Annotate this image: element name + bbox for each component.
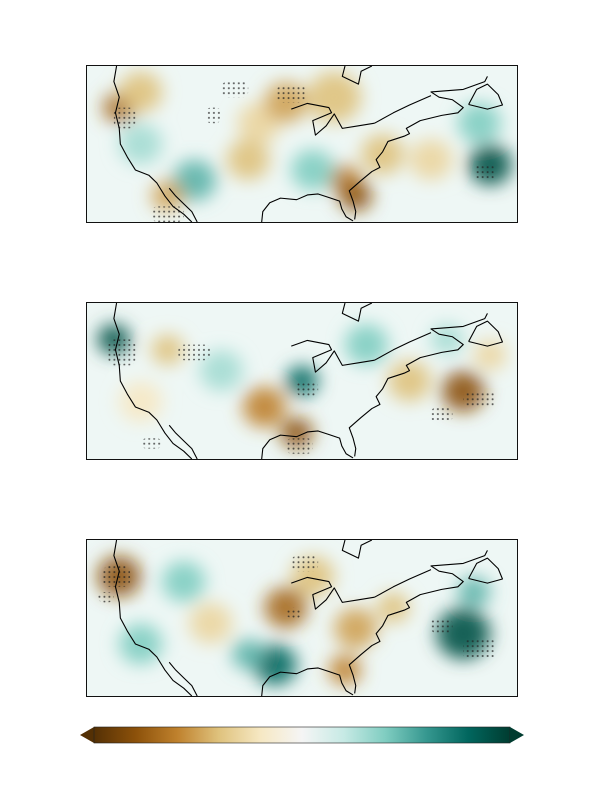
anomaly-blob (339, 180, 372, 212)
significance-stipple (285, 607, 302, 618)
colorbar (80, 725, 524, 745)
colorbar-right-arrow (510, 727, 524, 743)
anomaly-blob (119, 381, 163, 423)
colorbar-body (93, 726, 511, 744)
anomaly-blob (377, 592, 410, 624)
anomaly-blob (119, 623, 163, 665)
anomaly-blob (242, 386, 286, 428)
significance-stipple (108, 339, 136, 366)
map-panel-2 (86, 302, 518, 460)
significance-stipple (291, 555, 319, 572)
significance-stipple (97, 592, 114, 603)
anomaly-blob (457, 576, 491, 608)
anomaly-blob (307, 71, 362, 123)
significance-stipple (431, 618, 453, 634)
significance-stipple (151, 206, 184, 222)
anomaly-blob (361, 133, 405, 175)
coastline (261, 667, 354, 696)
coastline (341, 66, 373, 85)
coastline (113, 540, 193, 696)
significance-stipple (463, 391, 496, 407)
anomaly-blob (189, 602, 233, 644)
coastline (291, 339, 375, 373)
significance-stipple (463, 638, 496, 660)
anomaly-blob (226, 139, 270, 181)
significance-stipple (221, 81, 249, 98)
significance-stipple (205, 107, 222, 124)
anomaly-blob (344, 324, 388, 366)
coastline (468, 557, 504, 584)
anomaly-field (103, 71, 512, 212)
coastline (374, 569, 432, 598)
coastline (261, 430, 354, 459)
coastline (341, 303, 373, 322)
significance-stipple (113, 107, 136, 129)
coastline (291, 102, 375, 136)
map-canvas-1 (87, 66, 517, 222)
coastline (374, 332, 432, 361)
anomaly-blob (430, 323, 464, 355)
anomaly-blob (162, 561, 206, 603)
significance-stipple (431, 407, 453, 423)
coastline (261, 193, 354, 222)
anomaly-blob (457, 102, 501, 144)
coastline (113, 303, 193, 459)
significance-stipple (296, 381, 319, 397)
map-panel-3 (86, 539, 518, 697)
anomaly-blob (291, 149, 335, 191)
significance-stipple (474, 164, 496, 181)
coastline (468, 320, 504, 347)
map-canvas-3 (87, 540, 517, 696)
coastline (168, 661, 198, 696)
anomaly-blob (119, 123, 163, 165)
anomaly-blob (474, 339, 507, 371)
anomaly-blob (151, 334, 184, 366)
anomaly-blob (173, 159, 216, 201)
coastline (341, 540, 373, 559)
colorbar-svg (80, 726, 524, 744)
map-panel-1 (86, 65, 518, 223)
coastline (168, 187, 198, 222)
coastline (348, 313, 488, 457)
anomaly-blob (409, 139, 453, 181)
coastline (348, 76, 488, 220)
coastline (348, 550, 488, 694)
anomaly-blob (119, 71, 163, 113)
significance-stipple (140, 438, 163, 449)
anomaly-blob (334, 607, 378, 649)
coastline (374, 95, 432, 124)
colorbar-left-arrow (80, 727, 94, 743)
coastline (113, 66, 193, 222)
anomaly-blob (388, 360, 431, 402)
anomaly-blob (328, 654, 362, 686)
coastline (468, 83, 504, 110)
anomaly-blob (232, 638, 265, 670)
coastline (168, 424, 198, 459)
significance-stipple (178, 344, 211, 361)
significance-stipple (103, 566, 130, 587)
coastline (291, 576, 375, 610)
anomaly-blob (253, 644, 297, 686)
significance-stipple (275, 86, 308, 103)
anomaly-blob (199, 350, 243, 392)
significance-stipple (285, 438, 313, 454)
map-canvas-2 (87, 303, 517, 459)
